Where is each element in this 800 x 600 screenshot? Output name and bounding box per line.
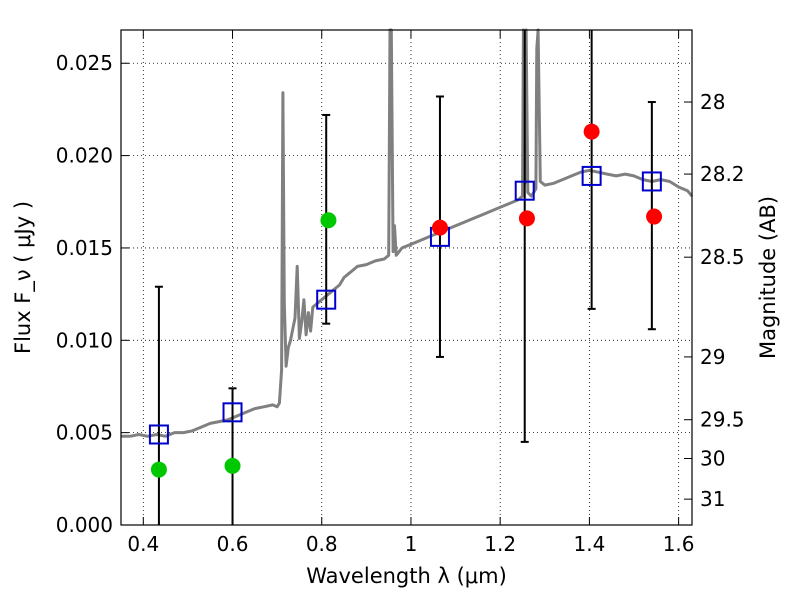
x-tick-label: 1.2 <box>484 532 516 556</box>
y2-tick-label: 28 <box>700 90 725 114</box>
circle-marker <box>518 210 535 227</box>
error-bars <box>154 30 656 525</box>
spectrum-line <box>121 28 694 438</box>
x-tick-label: 1 <box>405 532 418 556</box>
x-tick-label: 1.6 <box>663 532 695 556</box>
plot-frame <box>120 29 693 526</box>
y2-tick-label: 28.2 <box>700 162 745 186</box>
circle-marker <box>320 212 337 229</box>
square-marker <box>514 180 535 201</box>
grid-lines <box>121 30 692 526</box>
y-tick-label: 0.015 <box>56 236 113 260</box>
y2-axis-title: Magnitude (AB) <box>756 196 780 359</box>
square-marker <box>222 402 243 423</box>
x-tick-label: 0.4 <box>127 532 159 556</box>
circle-marker <box>646 208 663 225</box>
y-tick-label: 0.000 <box>56 513 113 537</box>
y2-tick-label: 29.5 <box>700 408 745 432</box>
y2-tick-label: 31 <box>700 487 725 511</box>
y2-tick-label: 28.5 <box>700 245 745 269</box>
x-axis-title: Wavelength λ (μm) <box>306 564 507 588</box>
photometry-points <box>148 123 663 478</box>
square-marker <box>641 171 662 192</box>
y2-tick-label: 29 <box>700 345 725 369</box>
tick-labels: 0.4 0.6 0.8 1 1.2 1.4 1.6 0.000 0.005 0.010 0.015 0… <box>56 51 745 556</box>
circle-marker <box>583 123 600 140</box>
circle-marker <box>150 461 167 478</box>
y-axis-title: Flux F_ν ( μJy ) <box>11 201 36 354</box>
y-tick-label: 0.005 <box>56 421 113 445</box>
square-marker <box>316 289 337 310</box>
axis-ticks <box>121 30 692 526</box>
circle-marker <box>431 219 448 236</box>
y-tick-label: 0.025 <box>56 51 113 75</box>
x-tick-label: 0.6 <box>217 532 249 556</box>
square-marker <box>581 165 602 186</box>
model-spectrum <box>121 28 694 438</box>
circle-marker <box>224 457 241 474</box>
y-tick-label: 0.010 <box>56 328 113 352</box>
y2-tick-label: 30 <box>700 447 725 471</box>
y-tick-label: 0.020 <box>56 144 113 168</box>
x-tick-label: 1.4 <box>573 532 605 556</box>
x-tick-label: 0.8 <box>306 532 338 556</box>
square-marker <box>148 424 169 445</box>
